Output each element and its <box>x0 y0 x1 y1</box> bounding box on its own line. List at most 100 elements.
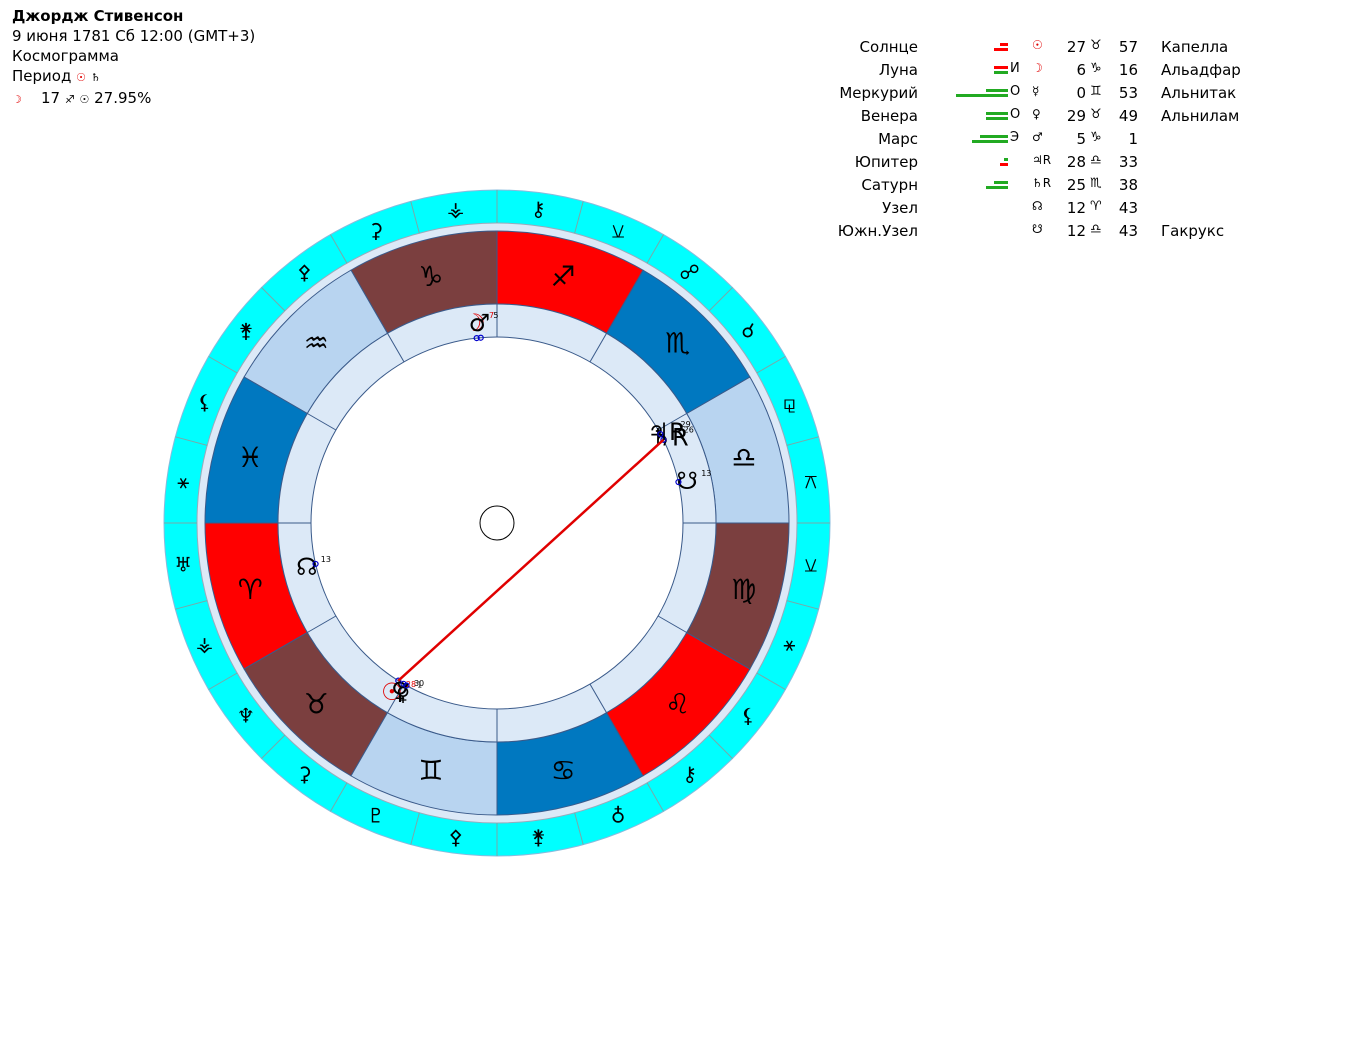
outer-glyph-icon: ⚵ <box>239 318 254 342</box>
outer-glyph-icon: ♅ <box>174 552 192 576</box>
planet-degree: 27 <box>1066 38 1086 56</box>
strength-bar <box>972 140 1008 143</box>
strength-bar <box>986 89 1008 92</box>
planet-minute: 1 <box>1128 130 1138 148</box>
period-label: Период <box>12 67 72 85</box>
outer-divider <box>574 201 584 234</box>
planet-minute: 43 <box>1118 199 1138 217</box>
planet-degree: 29 <box>1066 107 1086 125</box>
inner-divider <box>589 683 607 713</box>
zodiac-sign-icon: ♈ <box>238 573 263 606</box>
planet-minute: 16 <box>1118 61 1138 79</box>
sign-icon: ♉ <box>1090 38 1102 53</box>
inner-divider <box>387 333 405 363</box>
planet-marker <box>660 436 667 443</box>
outer-divider <box>175 436 208 446</box>
birth-datetime: 9 июня 1781 Сб 12:00 (GMT+3) <box>12 27 256 45</box>
planet-glyph-icon: ☽ <box>1032 61 1043 75</box>
planet-row: Юпитер ♃R 28 ♎ 33 <box>800 153 1260 176</box>
outer-divider <box>208 672 238 690</box>
strength-bar <box>1000 163 1008 166</box>
planet-glyph-icon: ☊ <box>1032 199 1043 213</box>
zodiac-sign-icon: ♍ <box>731 573 756 606</box>
planet-minute: 33 <box>1118 153 1138 171</box>
strength-bars <box>950 43 1008 55</box>
planet-glyph-icon: ☋ <box>1032 222 1043 236</box>
person-name: Джордж Стивенсон <box>12 7 184 25</box>
strength-bar <box>986 186 1008 189</box>
outer-divider <box>330 782 348 812</box>
strength-bars <box>950 181 1008 193</box>
strength-bar <box>986 117 1008 120</box>
planet-degree-label: 7 <box>489 311 494 320</box>
planet-name: Луна <box>878 61 918 79</box>
sign-icon: ♐ <box>64 93 75 106</box>
planet-glyph-icon: ♃R <box>647 418 685 446</box>
outer-divider <box>756 672 786 690</box>
fixed-star: Альадфар <box>1161 61 1241 79</box>
planet-degree-label: 1 <box>417 681 422 690</box>
strength-bars <box>950 158 1008 170</box>
outer-divider <box>208 356 238 374</box>
inner-divider <box>307 615 337 633</box>
planet-glyph-icon: ☋ <box>677 467 698 495</box>
zodiac-sign-icon: ♊ <box>418 754 443 787</box>
planet-minute: 43 <box>1118 222 1138 240</box>
strength-bar <box>1004 158 1008 161</box>
outer-glyph-icon: ⚳ <box>297 762 312 786</box>
planet-degree-label: 5 <box>493 311 498 320</box>
center-hub <box>479 505 515 541</box>
inner-divider <box>589 333 607 363</box>
zodiac-sign-icon: ♎ <box>731 441 756 474</box>
planet-state: О <box>1010 84 1021 99</box>
chart-header: Джордж Стивенсон 9 июня 1781 Сб 12:00 (G… <box>12 6 255 110</box>
outer-glyph-icon: ⚷ <box>531 197 546 221</box>
planet-glyph-icon: ♃R <box>1032 153 1052 167</box>
outer-divider <box>574 812 584 845</box>
planet-degree: 5 <box>1076 130 1086 148</box>
planet-glyph-icon: ☉ <box>1032 38 1043 52</box>
planet-name: Сатурн <box>861 176 918 194</box>
outer-divider <box>330 234 348 264</box>
zodiac-sign-icon: ♌ <box>665 688 690 721</box>
zodiac-sign-icon: ♓ <box>238 441 263 474</box>
outer-glyph-icon: ♆ <box>237 704 255 728</box>
outer-divider <box>786 600 819 610</box>
planet-glyph-icon: ♄R <box>1032 176 1052 190</box>
fixed-star: Капелла <box>1161 38 1229 56</box>
planet-row: Меркурий О ☿ 0 ♊ 53 Альнитак <box>800 84 1260 107</box>
planet-state: Э <box>1010 130 1020 145</box>
strength-bars <box>950 66 1008 78</box>
outer-glyph-icon: ⚳ <box>369 219 384 243</box>
outer-divider <box>261 287 286 312</box>
sun-icon: ☉ <box>79 93 90 106</box>
sign-icon: ♑ <box>1090 130 1102 145</box>
planet-degree-label: 30 <box>414 679 424 688</box>
planet-marker <box>395 677 402 684</box>
planet-marker <box>403 682 410 689</box>
aspect-line <box>397 438 665 682</box>
planet-row: Узел ☊ 12 ♈ 43 <box>800 199 1260 222</box>
period-line: Период ☉ ♄ <box>12 66 255 88</box>
strength-bars <box>950 112 1008 124</box>
outer-divider <box>708 287 733 312</box>
inner-divider <box>307 413 337 431</box>
outer-glyph-icon: ⚺ <box>611 219 624 243</box>
planet-row: Южн.Узел ☋ 12 ♎ 43 Гакрукс <box>800 222 1260 245</box>
planet-degree-label: 29 <box>681 420 691 429</box>
planet-name: Солнце <box>859 38 918 56</box>
planet-degree: 0 <box>1076 84 1086 102</box>
chart-type: Космограмма <box>12 47 119 65</box>
strength-bar <box>994 71 1008 74</box>
fixed-star: Альнилам <box>1161 107 1240 125</box>
planet-glyph-icon: ☉ <box>381 678 403 706</box>
planet-glyph-icon: ☽ <box>464 309 486 337</box>
phase-percent: 27.95% <box>94 89 152 107</box>
planet-glyph-icon: ♀ <box>1032 107 1041 121</box>
inner-divider <box>387 683 405 713</box>
planet-minute: 57 <box>1118 38 1138 56</box>
planet-degree: 12 <box>1066 199 1086 217</box>
planet-degree: 25 <box>1066 176 1086 194</box>
planet-glyph-icon: ♂ <box>469 309 491 337</box>
